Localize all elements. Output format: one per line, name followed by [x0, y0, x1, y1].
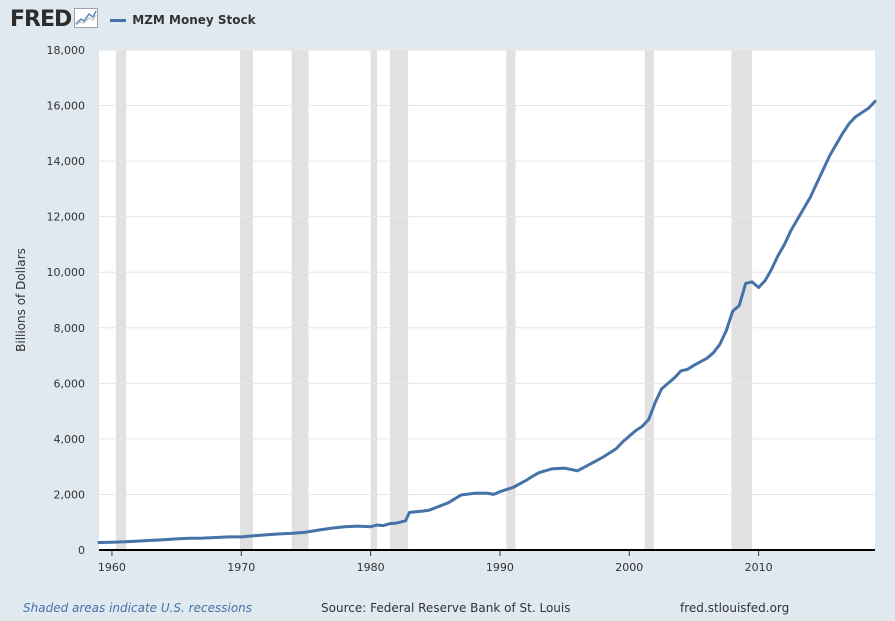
- x-tick-label: 1980: [357, 561, 385, 574]
- y-tick-label: 4,000: [54, 433, 86, 446]
- recession-band-5: [506, 50, 516, 550]
- recession-band-6: [644, 50, 654, 550]
- grid-lines: [99, 49, 875, 495]
- plot-background: [99, 50, 875, 550]
- recession-band-1: [239, 50, 253, 550]
- recession-bands: [115, 50, 753, 550]
- y-tick-label: 2,000: [54, 488, 86, 501]
- x-tick-label: 1990: [486, 561, 514, 574]
- recession-band-2: [291, 50, 309, 550]
- y-tick-label: 18,000: [47, 44, 86, 57]
- source-credit: Source: Federal Reserve Bank of St. Loui…: [321, 601, 571, 615]
- legend-label: MZM Money Stock: [132, 13, 256, 27]
- site-link[interactable]: fred.stlouisfed.org: [680, 601, 790, 615]
- recession-note: Shaded areas indicate U.S. recessions: [23, 601, 253, 615]
- y-tick-label: 12,000: [47, 211, 86, 224]
- legend-swatch: [110, 18, 127, 22]
- legend: MZM Money Stock: [110, 13, 256, 27]
- y-axis-ticks: 0 2,000 4,000 6,000 8,000 10,000 12,000 14,000 1…: [47, 44, 86, 557]
- x-tick-label: 2000: [615, 561, 643, 574]
- logo-text: FRED: [10, 7, 72, 32]
- y-tick-label: 14,000: [47, 155, 86, 168]
- x-tick-label: 2010: [745, 561, 773, 574]
- y-tick-label: 8,000: [54, 322, 86, 335]
- x-tick-label: 1960: [98, 561, 126, 574]
- y-tick-label: 10,000: [47, 266, 86, 279]
- line-chart-icon: [74, 8, 99, 32]
- recession-band-0: [115, 50, 127, 550]
- y-axis-label: Billions of Dollars: [14, 248, 28, 352]
- recession-band-3: [370, 50, 378, 550]
- y-tick-label: 16,000: [47, 100, 86, 113]
- recession-band-4: [390, 50, 409, 550]
- chart-header: FRED MZM Money Stock: [10, 6, 256, 34]
- fred-logo[interactable]: FRED: [10, 7, 99, 32]
- y-tick-label: 6,000: [54, 377, 86, 390]
- x-tick-label: 1970: [227, 561, 255, 574]
- y-tick-label: 0: [78, 544, 85, 557]
- x-axis-ticks: 1960 1970 1980 1990 2000 2010: [98, 550, 773, 574]
- series-line-mzm: [97, 99, 877, 544]
